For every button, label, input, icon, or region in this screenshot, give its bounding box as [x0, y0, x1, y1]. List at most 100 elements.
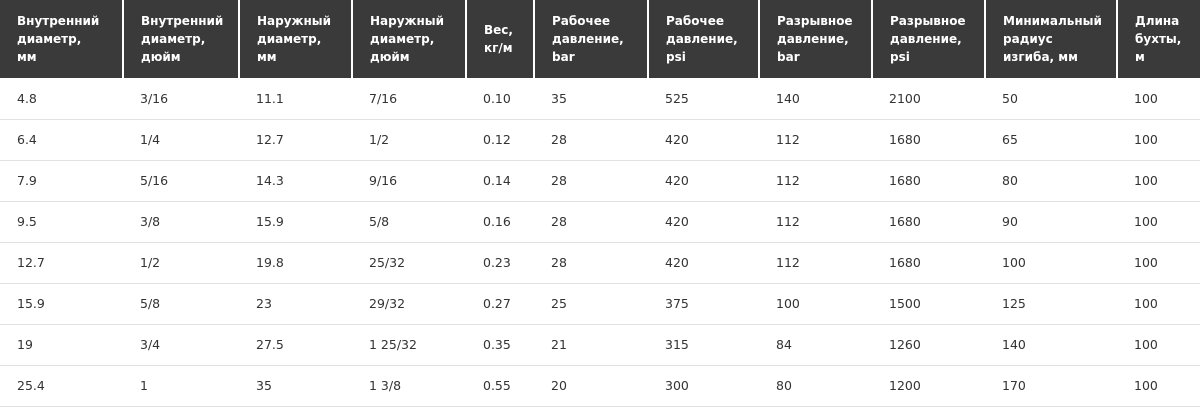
table-cell: 50 [985, 78, 1117, 120]
table-cell: 12.7 [0, 242, 123, 284]
table-cell: 23 [239, 283, 352, 325]
header-cell: Минимальный радиус изгиба, мм [984, 0, 1117, 78]
table-cell: 0.23 [466, 242, 534, 284]
table-row: 4.8 3/16 11.1 7/16 0.10 35 525 140 2100 50 100 [0, 78, 1200, 120]
table-cell: 170 [985, 365, 1117, 407]
table-cell: 28 [534, 242, 648, 284]
table-cell: 1/2 [123, 242, 239, 284]
table-cell: 9.5 [0, 201, 123, 243]
table-cell: 21 [534, 324, 648, 366]
table-cell: 1200 [872, 365, 985, 407]
table-cell: 1500 [872, 283, 985, 325]
table-row: 15.9 5/8 23 29/32 0.27 25 375 100 1500 125 100 [0, 283, 1200, 325]
table-cell: 140 [985, 324, 1117, 366]
table-cell: 420 [648, 160, 759, 202]
header-line: Вес, [484, 23, 513, 37]
table-cell: 27.5 [239, 324, 352, 366]
table-cell: 80 [985, 160, 1117, 202]
table-cell: 25 [534, 283, 648, 325]
header-cell: Внутренний диаметр, мм [0, 0, 123, 78]
header-line: бухты, [1135, 32, 1182, 46]
table-cell: 0.55 [466, 365, 534, 407]
table-cell: 100 [1117, 201, 1200, 243]
table-body: 4.8 3/16 11.1 7/16 0.10 35 525 140 2100 50 100 6.4 1… [0, 78, 1200, 407]
table-cell: 1680 [872, 242, 985, 284]
header-line: psi [890, 50, 910, 64]
table-cell: 100 [759, 283, 872, 325]
table-cell: 1680 [872, 160, 985, 202]
table-cell: 28 [534, 160, 648, 202]
table-cell: 5/8 [123, 283, 239, 325]
table-cell: 1680 [872, 201, 985, 243]
header-cell: Рабочее давление, bar [533, 0, 648, 78]
table-cell: 0.10 [466, 78, 534, 120]
header-line: диаметр, [257, 32, 322, 46]
table-row: 7.9 5/16 14.3 9/16 0.14 28 420 112 1680 80 100 [0, 160, 1200, 202]
table-cell: 112 [759, 242, 872, 284]
table-cell: 28 [534, 119, 648, 161]
table-cell: 100 [1117, 324, 1200, 366]
table-cell: 0.12 [466, 119, 534, 161]
table-cell: 112 [759, 201, 872, 243]
table-cell: 11.1 [239, 78, 352, 120]
header-cell: Вес, кг/м [465, 0, 534, 78]
table-cell: 3/16 [123, 78, 239, 120]
header-line: диаметр, [17, 32, 82, 46]
table-cell: 125 [985, 283, 1117, 325]
table-cell: 140 [759, 78, 872, 120]
table-cell: 0.16 [466, 201, 534, 243]
table-cell: 1 [123, 365, 239, 407]
table-cell: 12.7 [239, 119, 352, 161]
table-cell: 14.3 [239, 160, 352, 202]
table-cell: 1 25/32 [352, 324, 466, 366]
header-line: дюйм [141, 50, 181, 64]
header-line: мм [17, 50, 37, 64]
table-cell: 20 [534, 365, 648, 407]
header-cell: Наружный диаметр, мм [238, 0, 352, 78]
header-line: Рабочее [666, 14, 725, 28]
header-line: радиус [1003, 32, 1053, 46]
table-cell: 315 [648, 324, 759, 366]
table-row: 6.4 1/4 12.7 1/2 0.12 28 420 112 1680 65 100 [0, 119, 1200, 161]
table-row: 25.4 1 35 1 3/8 0.55 20 300 80 1200 170 100 [0, 365, 1200, 407]
table-cell: 1 3/8 [352, 365, 466, 407]
table-cell: 112 [759, 119, 872, 161]
table-cell: 100 [1117, 365, 1200, 407]
table-cell: 112 [759, 160, 872, 202]
table-cell: 1/4 [123, 119, 239, 161]
header-cell: Наружный диаметр, дюйм [351, 0, 466, 78]
table-cell: 28 [534, 201, 648, 243]
table-cell: 6.4 [0, 119, 123, 161]
table-cell: 19 [0, 324, 123, 366]
header-line: м [1135, 50, 1145, 64]
header-line: диаметр, [141, 32, 206, 46]
header-line: Внутренний [17, 14, 100, 28]
header-line: Длина [1135, 14, 1180, 28]
header-cell: Разрывное давление, psi [871, 0, 985, 78]
table-cell: 35 [239, 365, 352, 407]
table-row: 12.7 1/2 19.8 25/32 0.23 28 420 112 1680 100 100 [0, 242, 1200, 284]
table-cell: 1260 [872, 324, 985, 366]
table-cell: 5/8 [352, 201, 466, 243]
table-cell: 84 [759, 324, 872, 366]
table-cell: 29/32 [352, 283, 466, 325]
table-cell: 7.9 [0, 160, 123, 202]
header-line: Наружный [257, 14, 332, 28]
table-cell: 35 [534, 78, 648, 120]
table-cell: 1680 [872, 119, 985, 161]
header-line: Внутренний [141, 14, 224, 28]
table-cell: 0.14 [466, 160, 534, 202]
header-line: давление, [890, 32, 962, 46]
header-cell: Разрывное давление, bar [758, 0, 872, 78]
header-cell: Длина бухты, м [1116, 0, 1200, 78]
header-line: Рабочее [552, 14, 611, 28]
header-line: дюйм [370, 50, 410, 64]
table-cell: 100 [1117, 242, 1200, 284]
table-cell: 3/8 [123, 201, 239, 243]
table-cell: 420 [648, 201, 759, 243]
table-cell: 100 [1117, 119, 1200, 161]
header-line: давление, [777, 32, 849, 46]
header-line: Минимальный [1003, 14, 1102, 28]
